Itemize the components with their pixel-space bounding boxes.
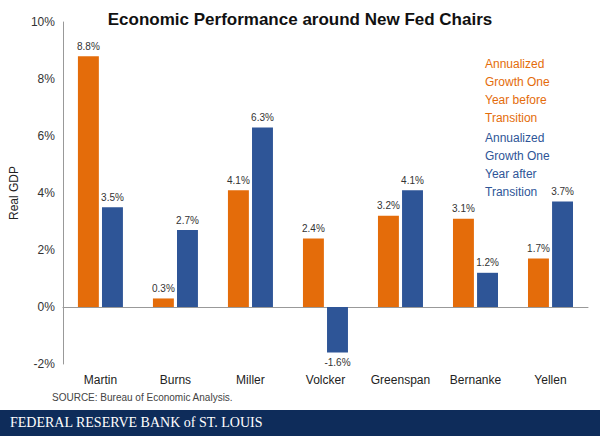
svg-text:0.3%: 0.3% (152, 283, 175, 294)
svg-text:8.8%: 8.8% (77, 41, 100, 52)
svg-text:Transition: Transition (485, 185, 537, 199)
svg-text:Year after: Year after (485, 167, 540, 181)
svg-text:Burns: Burns (160, 373, 191, 387)
svg-text:4.1%: 4.1% (227, 175, 250, 186)
svg-text:Yellen: Yellen (534, 373, 566, 387)
svg-text:Volcker: Volcker (306, 373, 345, 387)
svg-text:FEDERAL RESERVE BANK of ST. LO: FEDERAL RESERVE BANK of ST. LOUIS (10, 415, 262, 430)
svg-text:Martin: Martin (84, 373, 117, 387)
svg-text:4%: 4% (38, 186, 56, 200)
svg-text:Growth One: Growth One (485, 75, 553, 89)
svg-text:8%: 8% (38, 72, 56, 86)
svg-text:4.1%: 4.1% (401, 175, 424, 186)
svg-text:6.3%: 6.3% (251, 112, 274, 123)
svg-text:3.7%: 3.7% (551, 186, 574, 197)
svg-text:1.7%: 1.7% (527, 243, 550, 254)
svg-text:Annualized: Annualized (485, 131, 548, 145)
svg-text:3.1%: 3.1% (452, 203, 475, 214)
svg-text:Growth One: Growth One (485, 149, 553, 163)
svg-text:10%: 10% (31, 15, 55, 29)
svg-text:2.4%: 2.4% (302, 223, 325, 234)
svg-text:3.2%: 3.2% (377, 200, 400, 211)
svg-text:2%: 2% (38, 243, 56, 257)
svg-text:Transition: Transition (485, 111, 537, 125)
svg-text:Annualized: Annualized (485, 57, 548, 71)
svg-text:Miller: Miller (236, 373, 265, 387)
svg-text:Economic Performance around Ne: Economic Performance around New Fed Chai… (108, 10, 492, 29)
svg-text:3.5%: 3.5% (101, 192, 124, 203)
svg-text:SOURCE: Bureau of Economic Ana: SOURCE: Bureau of Economic Analysis. (52, 392, 233, 403)
svg-text:2.7%: 2.7% (176, 215, 199, 226)
svg-text:Real GDP: Real GDP (7, 166, 21, 220)
svg-text:-2%: -2% (34, 357, 56, 371)
svg-text:Greenspan: Greenspan (371, 373, 430, 387)
svg-text:1.2%: 1.2% (476, 257, 499, 268)
svg-text:-1.6%: -1.6% (324, 357, 350, 368)
svg-text:6%: 6% (38, 129, 56, 143)
svg-text:Year before: Year before (485, 93, 550, 107)
svg-text:Bernanke: Bernanke (450, 373, 502, 387)
svg-text:0%: 0% (38, 300, 56, 314)
